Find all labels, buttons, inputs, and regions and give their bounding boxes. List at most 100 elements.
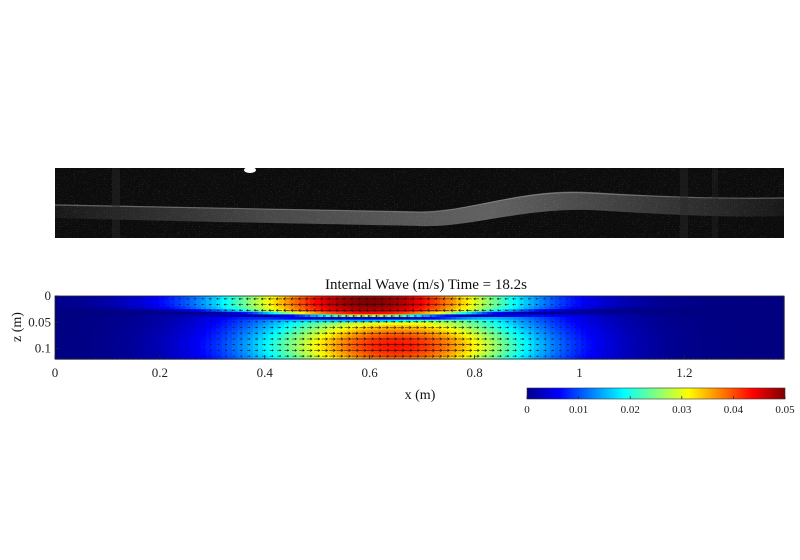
heatmap-cell: [560, 338, 566, 342]
heatmap-cell: [685, 314, 691, 318]
heatmap-cell: [601, 351, 608, 355]
velocity-arrow: [351, 343, 360, 347]
heatmap-cell: [695, 309, 702, 313]
heatmap-cell: [336, 330, 342, 334]
heatmap-cell: [185, 314, 191, 318]
heatmap-cell: [216, 335, 223, 339]
heatmap-cell: [185, 332, 191, 336]
heatmap-cell: [591, 332, 598, 336]
heatmap-cell: [221, 332, 228, 336]
heatmap-cell: [445, 340, 452, 344]
velocity-arrow: [360, 320, 366, 323]
heatmap-cell: [700, 319, 707, 323]
heatmap-cell: [711, 345, 717, 350]
heatmap-cell: [278, 296, 285, 300]
heatmap-cell: [726, 306, 733, 310]
heatmap-cell: [372, 322, 379, 326]
velocity-arrow: [268, 303, 275, 307]
heatmap-cell: [294, 353, 301, 357]
heatmap-cell: [211, 356, 218, 360]
velocity-arrow: [434, 308, 442, 312]
heatmap-cell: [466, 338, 473, 342]
heatmap-cell: [127, 345, 134, 350]
heatmap-cell: [127, 319, 134, 323]
heatmap-cell: [237, 332, 244, 336]
velocity-arrow: [216, 297, 220, 300]
heatmap-cell: [127, 301, 134, 305]
heatmap-cell: [258, 356, 264, 360]
heatmap-cell: [435, 309, 441, 313]
heatmap-cell: [591, 314, 598, 318]
heatmap-cell: [440, 317, 447, 321]
heatmap-cell: [664, 324, 671, 329]
heatmap-cell: [502, 322, 509, 326]
heatmap-cell: [304, 348, 311, 352]
heatmap-cell: [263, 335, 270, 339]
heatmap-cell: [211, 332, 218, 336]
heatmap-cell: [133, 330, 139, 334]
heatmap-cell: [101, 345, 108, 350]
velocity-arrow: [427, 354, 435, 358]
heatmap-cell: [289, 314, 296, 318]
velocity-arrow: [275, 303, 283, 307]
heatmap-cell: [419, 338, 426, 342]
heatmap-cell: [481, 322, 488, 326]
heatmap-cell: [200, 356, 207, 360]
heatmap-cell: [586, 332, 592, 336]
heatmap-cell: [117, 317, 124, 321]
heatmap-cell: [70, 353, 77, 357]
heatmap-cell: [424, 311, 431, 315]
heatmap-cell: [539, 327, 546, 331]
heatmap-cell: [705, 332, 712, 336]
heatmap-cell: [367, 353, 374, 357]
heatmap-cell: [169, 356, 176, 360]
colorbar-tick-label: 0.01: [569, 404, 588, 416]
heatmap-cell: [409, 330, 415, 334]
heatmap-cell: [659, 298, 665, 302]
heatmap-cell: [330, 303, 337, 308]
heatmap-cell: [461, 351, 467, 355]
heatmap-cell: [690, 348, 697, 352]
heatmap-cell: [393, 335, 400, 339]
heatmap-cell: [247, 340, 254, 344]
heatmap-cell: [711, 314, 717, 318]
heatmap-cell: [101, 332, 108, 336]
heatmap-cell: [648, 335, 655, 339]
heatmap-cell: [518, 306, 525, 310]
heatmap-cell: [528, 340, 535, 344]
heatmap-cell: [143, 319, 150, 323]
velocity-arrow: [442, 348, 450, 352]
heatmap-cell: [502, 311, 509, 315]
heatmap-cell: [508, 303, 514, 308]
heatmap-cell: [174, 306, 181, 310]
heatmap-cell: [367, 348, 374, 352]
velocity-arrow: [366, 331, 375, 335]
heatmap-cell: [107, 322, 113, 326]
heatmap-cell: [544, 332, 551, 336]
heatmap-cell: [174, 353, 181, 357]
heatmap-cell: [659, 356, 665, 360]
heatmap-cell: [174, 324, 181, 329]
heatmap-cell: [55, 340, 61, 344]
heatmap-cell: [206, 306, 212, 310]
heatmap-cell: [429, 322, 436, 326]
heatmap-cell: [268, 319, 275, 323]
heatmap-cell: [117, 338, 124, 342]
heatmap-cell: [112, 338, 119, 342]
velocity-arrow: [343, 343, 352, 347]
heatmap-cell: [757, 332, 764, 336]
heatmap-cell: [638, 348, 645, 352]
heatmap-cell: [242, 353, 249, 357]
heatmap-cell: [55, 327, 61, 331]
heatmap-cell: [440, 338, 447, 342]
heatmap-cell: [554, 340, 561, 344]
heatmap-cell: [716, 351, 723, 355]
heatmap-cell: [226, 353, 233, 357]
heatmap-cell: [528, 314, 535, 318]
heatmap-cell: [627, 353, 634, 357]
velocity-arrow: [275, 308, 282, 312]
heatmap-cell: [554, 330, 561, 334]
heatmap-cell: [148, 301, 155, 305]
heatmap-cell: [127, 298, 134, 302]
velocity-arrow: [245, 297, 251, 301]
